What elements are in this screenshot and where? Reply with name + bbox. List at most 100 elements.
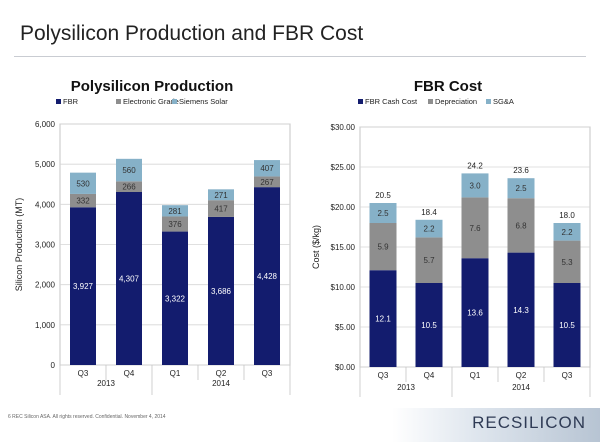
production-bar-segment: [162, 205, 188, 217]
cost-bar-segment: [553, 240, 581, 283]
production-group-label: 2013: [97, 379, 115, 388]
title-divider: [14, 56, 586, 57]
production-bar-segment: [70, 207, 96, 365]
cost-bar-segment: [553, 223, 581, 241]
production-y-tick-label: 1,000: [35, 321, 56, 330]
production-data-label: 271: [214, 191, 228, 200]
cost-y-tick-label: $20.00: [331, 203, 356, 212]
cost-data-label: 2.5: [515, 184, 527, 193]
production-bar-segment: [70, 172, 96, 194]
production-bar-segment: [116, 158, 142, 182]
cost-data-label: 5.7: [423, 256, 435, 265]
cost-data-label: 6.8: [515, 221, 527, 230]
production-bar-segment: [116, 181, 142, 193]
production-bar-segment: [254, 187, 280, 365]
cost-x-tick-label: Q3: [562, 371, 573, 380]
cost-total-label: 20.5: [375, 191, 391, 200]
cost-legend-label: Depreciation: [435, 97, 477, 106]
production-y-tick-label: 4,000: [35, 200, 56, 209]
cost-legend-swatch: [358, 99, 363, 104]
production-bar-segment: [116, 192, 142, 365]
production-data-label: 4,428: [257, 272, 278, 281]
production-legend-swatch: [116, 99, 121, 104]
production-y-axis-label: Silicon Production (MT): [14, 198, 24, 292]
footer-text: 6 REC Silicon ASA. All rights reserved. …: [8, 414, 166, 420]
production-data-label: 266: [122, 183, 136, 192]
cost-bar-segment: [553, 283, 581, 367]
cost-y-axis-label: Cost ($/kg): [311, 225, 321, 269]
cost-data-label: 7.6: [469, 224, 481, 233]
cost-legend-label: SG&A: [493, 97, 514, 106]
production-legend-label: Electronic Grade: [123, 97, 179, 106]
cost-total-label: 18.4: [421, 208, 437, 217]
production-chart-title: Polysilicon Production: [71, 78, 234, 95]
cost-bar-segment: [461, 258, 489, 367]
cost-data-label: 5.9: [377, 243, 389, 252]
cost-x-tick-label: Q3: [378, 371, 389, 380]
production-data-label: 376: [168, 220, 182, 229]
production-data-label: 3,686: [211, 287, 232, 296]
cost-legend-swatch: [486, 99, 491, 104]
production-x-tick-label: Q3: [78, 369, 89, 378]
production-bar-segment: [162, 216, 188, 232]
logo-band: [392, 408, 600, 442]
cost-total-label: 24.2: [467, 161, 483, 170]
cost-chart-title: FBR Cost: [414, 78, 482, 95]
page-number: 6: [8, 414, 11, 420]
cost-data-label: 12.1: [375, 315, 391, 324]
production-data-label: 530: [76, 179, 90, 188]
production-x-tick-label: Q3: [262, 369, 273, 378]
cost-bar-segment: [507, 178, 535, 199]
cost-bar-segment: [415, 219, 443, 238]
cost-data-label: 14.3: [513, 306, 529, 315]
cost-bar-segment: [507, 252, 535, 367]
cost-x-tick-label: Q2: [516, 371, 527, 380]
cost-bar-segment: [369, 203, 397, 223]
cost-data-label: 5.3: [561, 258, 573, 267]
production-legend-label: FBR: [63, 97, 79, 106]
production-bar-segment: [208, 189, 234, 201]
production-data-label: 3,322: [165, 294, 186, 303]
cost-bar-segment: [507, 198, 535, 253]
production-bar-segment: [208, 200, 234, 217]
cost-y-tick-label: $0.00: [335, 363, 356, 372]
production-bar-segment: [70, 193, 96, 208]
copyright-text: REC Silicon ASA. All rights reserved. Co…: [12, 414, 166, 420]
production-x-tick-label: Q2: [216, 369, 227, 378]
production-y-tick-label: 3,000: [35, 241, 56, 250]
production-bar-segment: [162, 231, 188, 365]
cost-data-label: 2.2: [423, 225, 435, 234]
cost-y-tick-label: $5.00: [335, 323, 356, 332]
cost-data-label: 2.2: [561, 228, 573, 237]
production-y-tick-label: 5,000: [35, 160, 56, 169]
cost-bar-segment: [369, 270, 397, 367]
cost-y-tick-label: $15.00: [331, 243, 356, 252]
cost-legend-label: FBR Cash Cost: [365, 97, 418, 106]
production-data-label: 560: [122, 166, 136, 175]
production-group-label: 2014: [212, 379, 230, 388]
production-data-label: 4,307: [119, 275, 140, 284]
cost-data-label: 3.0: [469, 181, 481, 190]
production-data-label: 267: [260, 178, 274, 187]
production-bar-segment: [254, 160, 280, 177]
production-y-tick-label: 6,000: [35, 120, 56, 129]
cost-legend-swatch: [428, 99, 433, 104]
production-x-tick-label: Q4: [124, 369, 135, 378]
production-bar-segment: [208, 216, 234, 365]
cost-data-label: 10.5: [559, 321, 575, 330]
cost-total-label: 18.0: [559, 211, 575, 220]
cost-y-tick-label: $10.00: [331, 283, 356, 292]
cost-bar-segment: [461, 197, 489, 259]
production-data-label: 332: [76, 197, 90, 206]
production-bar-segment: [254, 176, 280, 188]
cost-y-tick-label: $25.00: [331, 163, 356, 172]
cost-x-tick-label: Q4: [424, 371, 435, 380]
cost-x-tick-label: Q1: [470, 371, 481, 380]
cost-bar-segment: [415, 283, 443, 367]
cost-total-label: 23.6: [513, 166, 529, 175]
rec-silicon-logo: RECSILICON: [472, 413, 586, 432]
production-legend-swatch: [172, 99, 177, 104]
production-data-label: 281: [168, 207, 182, 216]
production-y-tick-label: 0: [51, 361, 56, 370]
